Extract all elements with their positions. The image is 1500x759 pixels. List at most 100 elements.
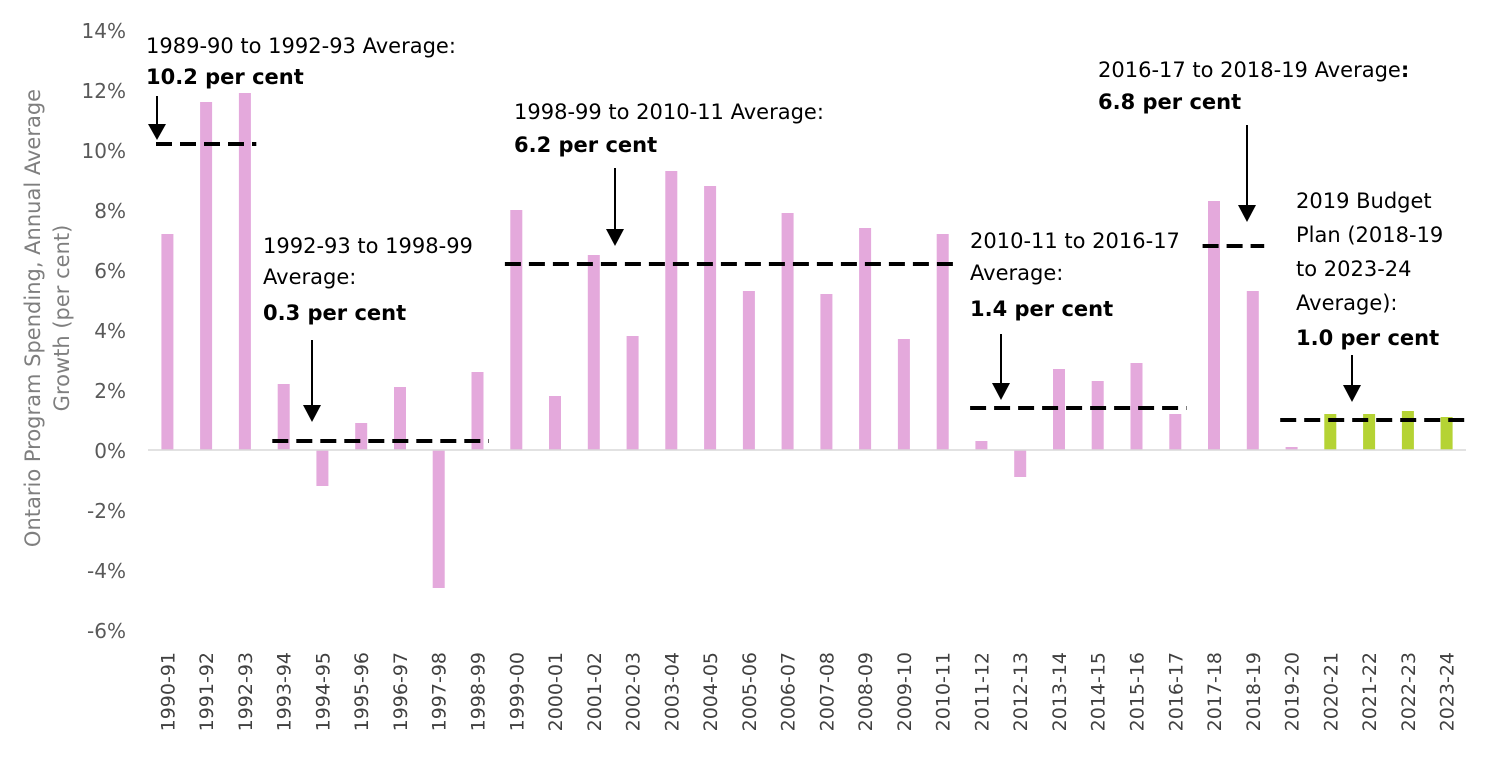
annotation-label: 1989-90 to 1992-93 Average: [146,34,456,58]
x-tick-label: 1991-92 [196,652,218,731]
bar-2000-01 [549,396,561,450]
y-tick-label: -2% [87,499,126,523]
bar-1994-95 [316,450,329,486]
y-tick-label: 14% [82,19,126,43]
x-tick-label: 2017-18 [1204,652,1226,731]
y-axis-ticks: 14% 12% 10% 8% 6% 4% 2% 0% -2% -4% -6% [82,19,126,643]
bar-2017-18 [1208,201,1220,450]
arrow-down-icon [1238,125,1256,222]
annotation-1989-1993: 1989-90 to 1992-93 Average: 10.2 per cen… [146,34,456,140]
x-tick-label: 2004-05 [700,652,722,731]
annotation-label: 1992-93 to 1998-99 [263,234,473,258]
bar-2003-04 [665,171,678,450]
y-tick-label: 6% [94,259,126,283]
bar-1997-98 [432,450,445,588]
bar-2009-10 [897,339,910,450]
x-tick-label: 2001-02 [584,652,606,731]
annotation-1992-1998: 1992-93 to 1998-99 Average: 0.3 per cent [263,234,473,422]
arrow-down-icon [303,340,321,422]
x-tick-label: 2006-07 [778,652,800,731]
y-axis-title-line-2: Growth (per cent) [50,225,74,412]
x-tick-label: 1995-96 [351,652,373,731]
bar-1996-97 [394,387,406,450]
x-tick-label: 2000-01 [545,652,567,731]
bar-2014-15 [1091,381,1104,450]
x-tick-label: 2010-11 [933,652,955,731]
bar-2011-12 [975,441,988,450]
y-tick-label: -4% [87,559,126,583]
bar-2013-14 [1053,369,1065,450]
bar-1990-91 [161,234,174,450]
arrow-down-icon [148,96,166,140]
annotation-2010-2016: 2010-11 to 2016-17 Average: 1.4 per cent [970,229,1180,400]
y-tick-label: 8% [94,199,126,223]
x-tick-label: 1993-94 [274,652,296,731]
bar-2015-16 [1130,363,1143,450]
x-tick-label: 1990-91 [157,652,179,731]
x-tick-label: 2011-12 [971,652,993,731]
bar-2001-02 [587,255,600,450]
annotation-value: 0.3 per cent [263,301,406,325]
x-tick-label: 2005-06 [739,652,761,731]
x-tick-label: 1996-97 [390,652,412,731]
bar-2016-17 [1169,414,1182,450]
x-tick-label: 1998-99 [468,652,490,731]
x-tick-label: 2012-13 [1010,652,1032,731]
x-tick-label: 2009-10 [894,652,916,731]
x-tick-label: 2007-08 [816,652,838,731]
annotation-label: to 2023-24 [1296,257,1412,281]
average-lines-group [156,142,1472,443]
annotation-label: 1998-99 to 2010-11 Average: [514,100,824,124]
annotation-label: 2016-17 to 2018-19 Average: [1098,58,1409,82]
y-tick-label: 12% [82,79,126,103]
annotation-value: 1.0 per cent [1296,326,1439,350]
bar-2018-19 [1246,291,1259,450]
x-tick-label: 2013-14 [1049,652,1071,731]
x-tick-label: 2021-22 [1359,652,1381,731]
bar-2010-11 [936,234,949,450]
bar-2020-21 [1324,414,1337,450]
arrow-down-icon [1343,355,1361,402]
bar-2002-03 [626,336,639,450]
x-tick-label: 2008-09 [855,652,877,731]
x-tick-label: 1997-98 [429,652,451,731]
bar-2021-22 [1363,414,1376,450]
arrow-down-icon [606,168,624,246]
bar-2019-20 [1285,447,1298,450]
bar-2022-23 [1401,411,1414,450]
y-tick-label: -6% [87,619,126,643]
annotation-1998-2010: 1998-99 to 2010-11 Average: 6.2 per cent [514,100,824,246]
bar-2007-08 [820,294,833,450]
bars-group [161,93,1453,588]
bar-1992-93 [238,93,251,450]
x-tick-label: 2023-24 [1437,652,1459,731]
annotation-value: 6.8 per cent [1098,90,1241,114]
x-tick-label: 2019-20 [1282,652,1304,731]
annotation-label: Average: [970,261,1063,285]
x-tick-label: 2020-21 [1320,652,1342,731]
bar-2004-05 [704,186,717,450]
x-tick-label: 2015-16 [1127,652,1149,731]
y-tick-label: 0% [94,439,126,463]
bar-1999-00 [510,210,523,450]
x-tick-label: 2002-03 [623,652,645,731]
bar-1991-92 [200,102,213,450]
bar-2005-06 [742,291,755,450]
x-tick-label: 1992-93 [235,652,257,731]
annotation-2019-budget-plan: 2019 Budget Plan (2018-19 to 2023-24 Ave… [1296,189,1443,402]
x-tick-label: 2022-23 [1398,652,1420,731]
x-tick-label: 2018-19 [1243,652,1265,731]
arrow-down-icon [992,334,1010,400]
y-tick-label: 10% [82,139,126,163]
bar-1998-99 [471,372,484,450]
annotation-label: 2019 Budget [1296,189,1432,213]
annotation-value: 6.2 per cent [514,133,657,157]
annotation-label: Average: [263,265,356,289]
annotation-label: Average): [1296,291,1398,315]
y-axis-title-line-1: Ontario Program Spending, Annual Average [21,89,45,547]
annotation-value: 1.4 per cent [970,297,1113,321]
x-tick-label: 2003-04 [661,652,683,731]
annotation-label: Plan (2018-19 [1296,223,1443,247]
